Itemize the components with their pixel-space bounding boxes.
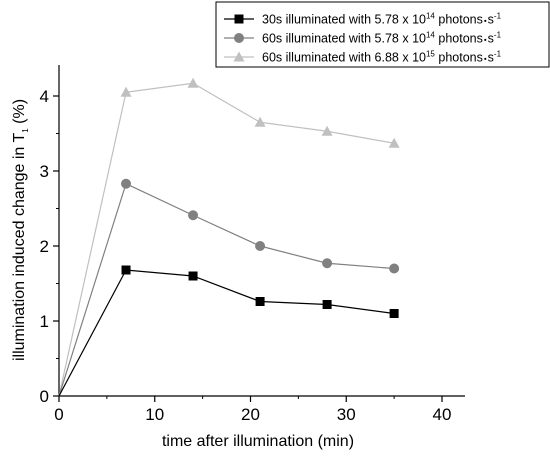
data-point-square	[389, 309, 399, 318]
legend-marker-square	[234, 14, 244, 24]
data-point-triangle	[120, 86, 132, 97]
y-axis-title: illumination induced change in T1 (%)	[11, 99, 30, 361]
data-point-circle	[188, 210, 199, 221]
y-tick-label: 4	[40, 87, 49, 106]
data-point-square	[322, 300, 332, 309]
legend: 30s illuminated with 5.78 x 1014 photons…	[215, 1, 550, 68]
legend-box	[215, 1, 550, 68]
legend-label: 60s illuminated with 6.88 x 1015 photons…	[262, 50, 502, 65]
legend-marker-circle	[234, 33, 244, 43]
data-point-square	[255, 297, 265, 306]
data-point-triangle	[254, 116, 266, 127]
y-tick-label: 3	[40, 162, 49, 181]
series-circle	[58, 178, 400, 397]
data-point-square	[188, 271, 198, 281]
data-point-circle	[255, 241, 266, 251]
data-point-circle	[389, 263, 400, 274]
series-layer	[58, 77, 400, 397]
legend-entry: 30s illuminated with 5.78 x 1014 photons…	[224, 12, 502, 27]
x-tick-label: 0	[54, 405, 63, 424]
x-tick-label: 30	[337, 405, 356, 424]
x-tick-label: 40	[433, 405, 452, 424]
legend-label: 60s illuminated with 5.78 x 1014 photons…	[262, 31, 502, 46]
y-axis-title-main: illumination induced change in T	[11, 133, 28, 362]
x-tick-label: 10	[145, 405, 164, 424]
legend-entry: 60s illuminated with 5.78 x 1014 photons…	[224, 31, 502, 46]
legend-marker-triangle	[233, 51, 245, 62]
x-axis-title: time after illumination (min)	[162, 433, 354, 450]
legend-entries: 30s illuminated with 5.78 x 1014 photons…	[224, 12, 502, 65]
y-tick-label: 2	[40, 237, 49, 256]
data-point-circle	[322, 258, 333, 269]
y-tick-label: 0	[40, 387, 49, 406]
series-line	[58, 269, 395, 397]
y-tick-label: 1	[40, 312, 49, 331]
y-axis-title-unit: (%)	[11, 99, 28, 128]
y-axis-title-subscript: 1	[21, 128, 30, 133]
data-point-circle	[121, 178, 132, 189]
series-line	[58, 82, 395, 397]
series-line	[58, 182, 395, 397]
data-point-square	[121, 265, 131, 275]
data-point-triangle	[321, 125, 333, 136]
legend-entry: 60s illuminated with 6.88 x 1015 photons…	[224, 50, 502, 65]
x-tick-label: 20	[241, 405, 260, 424]
legend-label: 30s illuminated with 5.78 x 1014 photons…	[262, 12, 502, 27]
data-point-triangle	[388, 137, 400, 148]
series-square	[58, 265, 399, 397]
series-triangle	[58, 77, 400, 397]
data-point-triangle	[187, 77, 199, 88]
axis-ticks: 0 10 20 30 40 0 1 2 3 4	[40, 87, 452, 424]
